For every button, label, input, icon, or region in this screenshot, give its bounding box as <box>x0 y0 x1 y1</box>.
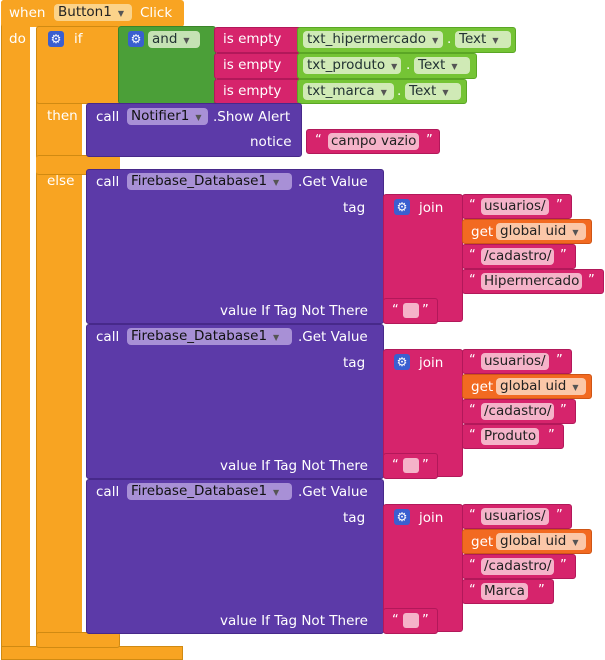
and-dropdown[interactable]: and ▼ <box>148 31 200 48</box>
text-field[interactable]: /cadastro/ <box>481 558 555 575</box>
chevron-down-icon: ▼ <box>432 36 439 45</box>
is-empty-block-3[interactable] <box>214 79 302 104</box>
call-label: call <box>96 484 120 500</box>
gear-icon[interactable]: ⚙ <box>128 31 144 47</box>
then-label: then <box>47 108 78 124</box>
else-label: else <box>47 173 75 189</box>
is-empty-label: is empty <box>223 83 282 99</box>
firebase-component-dropdown[interactable]: Firebase_Database1 ▼ <box>127 173 292 190</box>
empty-text-field[interactable] <box>403 613 419 628</box>
chevron-down-icon: ▼ <box>273 178 280 187</box>
empty-string-block[interactable] <box>383 298 438 324</box>
text-field[interactable]: Marca <box>481 583 528 600</box>
component-dropdown[interactable]: txt_hipermercado ▼ <box>303 31 443 48</box>
firebase-get-value-block[interactable] <box>86 324 384 479</box>
chevron-down-icon: ▼ <box>380 88 387 97</box>
tag-param-label: tag <box>343 355 366 371</box>
notice-param-label: notice <box>250 134 292 150</box>
gear-icon[interactable]: ⚙ <box>394 199 410 215</box>
variable-dropdown[interactable]: global uid ▼ <box>496 378 586 395</box>
text-field[interactable]: /cadastro/ <box>481 403 555 420</box>
call-label: call <box>96 109 120 125</box>
notice-text-field[interactable]: campo vazio <box>328 133 420 150</box>
component-dropdown[interactable]: txt_produto ▼ <box>303 57 401 74</box>
property-dropdown[interactable]: Text ▼ <box>414 57 470 74</box>
text-field[interactable]: Produto <box>481 428 540 445</box>
variable-dropdown[interactable]: global uid ▼ <box>496 223 586 240</box>
chevron-down-icon: ▼ <box>572 538 579 547</box>
component-dropdown[interactable]: txt_marca ▼ <box>303 83 394 100</box>
chevron-down-icon: ▼ <box>572 383 579 392</box>
empty-text-field[interactable] <box>403 458 419 473</box>
firebase-component-dropdown[interactable]: Firebase_Database1 ▼ <box>127 483 292 500</box>
chevron-down-icon: ▼ <box>183 36 190 45</box>
method-label: .Get Value <box>298 329 368 345</box>
text-field[interactable]: usuarios/ <box>481 508 549 525</box>
chevron-down-icon: ▼ <box>273 488 280 497</box>
tag-param-label: tag <box>343 510 366 526</box>
value-if-tag-not-there-label: value If Tag Not There <box>220 303 368 319</box>
get-label: get <box>471 224 494 240</box>
gear-icon[interactable]: ⚙ <box>394 354 410 370</box>
when-label: when <box>9 5 46 21</box>
event-component-dropdown[interactable]: Button1 ▼ <box>54 4 132 21</box>
text-field[interactable]: Hipermercado <box>481 273 583 290</box>
method-label: .Show Alert <box>213 109 291 125</box>
method-label: .Get Value <box>298 484 368 500</box>
property-dropdown[interactable]: Text ▼ <box>405 83 461 100</box>
chevron-down-icon: ▼ <box>492 36 499 45</box>
chevron-down-icon: ▼ <box>572 228 579 237</box>
do-label: do <box>9 31 26 47</box>
call-label: call <box>96 174 120 190</box>
text-field[interactable]: /cadastro/ <box>481 248 555 265</box>
chevron-down-icon: ▼ <box>195 113 202 122</box>
variable-dropdown[interactable]: global uid ▼ <box>496 533 586 550</box>
notifier-component-dropdown[interactable]: Notifier1 ▼ <box>127 108 208 125</box>
value-if-tag-not-there-label: value If Tag Not There <box>220 458 368 474</box>
chevron-down-icon: ▼ <box>451 62 458 71</box>
gear-icon[interactable]: ⚙ <box>394 509 410 525</box>
join-label: join <box>419 200 444 216</box>
text-field[interactable]: usuarios/ <box>481 353 549 370</box>
join-label: join <box>419 355 444 371</box>
is-empty-label: is empty <box>223 57 282 73</box>
chevron-down-icon: ▼ <box>391 62 398 71</box>
value-if-tag-not-there-label: value If Tag Not There <box>220 613 368 629</box>
firebase-component-dropdown[interactable]: Firebase_Database1 ▼ <box>127 328 292 345</box>
firebase-get-value-block[interactable] <box>86 169 384 324</box>
event-name-label: Click <box>140 5 173 21</box>
empty-text-field[interactable] <box>403 303 419 318</box>
gear-icon[interactable]: ⚙ <box>48 31 64 47</box>
is-empty-block-2[interactable] <box>214 53 302 79</box>
property-dropdown[interactable]: Text ▼ <box>455 31 511 48</box>
if-label: if <box>74 31 83 47</box>
get-label: get <box>471 534 494 550</box>
join-label: join <box>419 510 444 526</box>
method-label: .Get Value <box>298 174 368 190</box>
tag-param-label: tag <box>343 200 366 216</box>
chevron-down-icon: ▼ <box>117 9 124 18</box>
text-field[interactable]: usuarios/ <box>481 198 549 215</box>
get-label: get <box>471 379 494 395</box>
chevron-down-icon: ▼ <box>273 333 280 342</box>
chevron-down-icon: ▼ <box>442 88 449 97</box>
is-empty-label: is empty <box>223 31 282 47</box>
call-label: call <box>96 329 120 345</box>
firebase-get-value-block[interactable] <box>86 479 384 634</box>
